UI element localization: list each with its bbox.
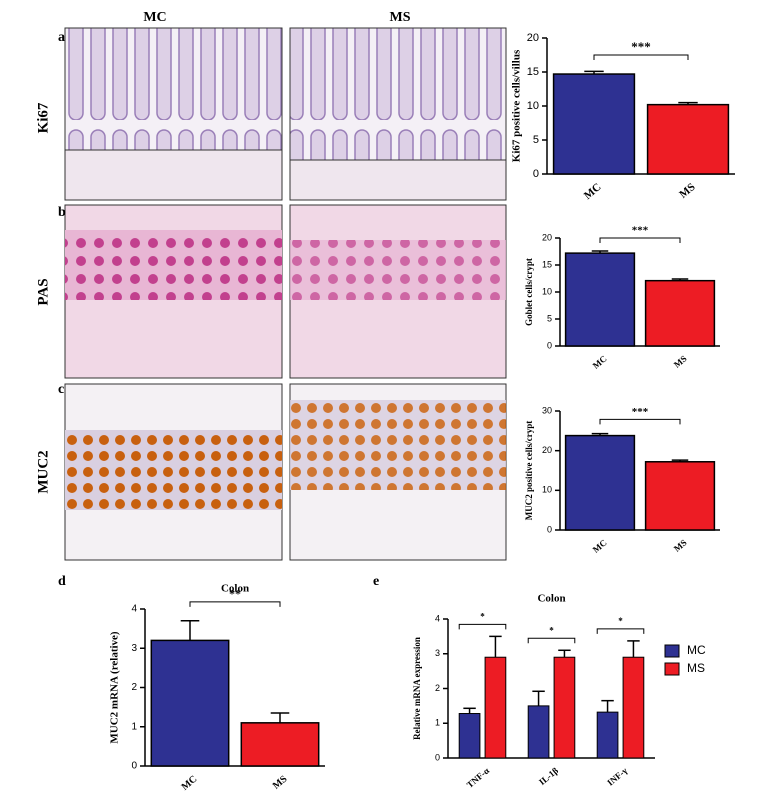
y-tick-label: 10	[527, 100, 539, 112]
x-tick-label: MS	[672, 353, 689, 369]
y-tick-label: 4	[131, 604, 137, 615]
significance-bracket	[599, 237, 681, 243]
row-label: Ki67	[35, 102, 51, 133]
x-tick-label: MC	[591, 537, 609, 554]
bar	[527, 705, 550, 759]
y-axis-label: Relative mRNA expression	[412, 637, 422, 740]
bar	[150, 639, 230, 767]
micrograph	[65, 430, 282, 510]
panel-label: e	[373, 574, 379, 589]
x-tick-label: TNF-α	[465, 765, 491, 789]
legend-label: MS	[687, 661, 705, 675]
significance-bracket	[599, 418, 681, 425]
micrograph	[290, 400, 506, 490]
significance-bracket	[189, 601, 281, 607]
bar	[553, 656, 576, 759]
y-tick-label: 15	[542, 259, 552, 269]
y-tick-label: 3	[435, 648, 440, 658]
row-label: PAS	[35, 278, 51, 305]
y-tick-label: 1	[131, 721, 137, 732]
significance-label: *	[549, 625, 554, 635]
significance-label: ***	[632, 225, 649, 237]
significance-label: *	[618, 616, 623, 626]
bar	[644, 279, 716, 347]
x-tick-label: MC	[180, 774, 200, 793]
micrograph	[64, 149, 283, 201]
significance-bracket	[596, 628, 645, 634]
y-tick-label: 0	[131, 761, 137, 772]
x-tick-label: MC	[582, 181, 604, 202]
y-tick-label: 30	[542, 405, 552, 415]
y-axis-label: MUC2 mRNA (relative)	[109, 631, 121, 744]
y-tick-label: 15	[527, 66, 539, 78]
significance-label: *	[480, 611, 485, 621]
bar	[564, 434, 636, 531]
legend-swatch	[664, 662, 680, 676]
y-tick-label: 20	[527, 32, 539, 44]
x-tick-label: MS	[271, 773, 290, 791]
y-tick-label: 5	[547, 313, 552, 323]
y-tick-label: 20	[542, 445, 552, 455]
y-tick-label: 20	[542, 232, 552, 242]
panel-label: a	[58, 30, 65, 45]
y-axis-label: MUC2 positive cells/crypt	[524, 421, 534, 520]
chart-title: Colon	[537, 593, 565, 605]
panel-label: d	[58, 574, 66, 589]
column-header: MS	[390, 10, 411, 25]
significance-bracket	[593, 54, 689, 60]
y-tick-label: 10	[542, 286, 552, 296]
legend-label: MC	[687, 643, 706, 657]
x-tick-label: INF-γ	[605, 765, 629, 788]
x-tick-label: IL-1β	[537, 765, 560, 787]
y-tick-label: 3	[131, 643, 137, 654]
y-axis-label: Ki67 positive cells/villus	[511, 49, 523, 162]
significance-label: ***	[631, 39, 651, 54]
bar	[484, 656, 507, 759]
bar	[646, 103, 730, 175]
bar	[644, 461, 716, 531]
bar	[564, 252, 636, 347]
x-tick-label: MS	[677, 181, 697, 201]
y-tick-label: 4	[435, 613, 440, 623]
x-tick-label: MC	[591, 353, 609, 370]
y-tick-label: 1	[435, 718, 440, 728]
y-tick-label: 2	[435, 683, 440, 693]
column-header: MC	[143, 10, 166, 25]
y-tick-label: 2	[131, 682, 137, 693]
bar	[596, 711, 619, 759]
significance-label: ***	[632, 406, 649, 418]
panel-label: b	[58, 205, 66, 220]
bar	[622, 656, 645, 759]
panel-label: c	[58, 382, 64, 397]
y-tick-label: 0	[435, 752, 440, 762]
bar	[458, 713, 481, 759]
y-tick-label: 10	[542, 485, 552, 495]
y-tick-label: 5	[533, 134, 539, 146]
bar	[240, 722, 320, 767]
x-tick-label: MS	[672, 537, 689, 553]
significance-bracket	[458, 623, 507, 630]
legend-swatch	[664, 644, 680, 658]
y-tick-label: 0	[533, 168, 539, 180]
row-label: MUC2	[35, 450, 51, 493]
micrograph	[290, 240, 506, 300]
significance-bracket	[527, 637, 576, 644]
significance-label: **	[229, 587, 241, 601]
y-axis-label: Goblet cells/crypt	[524, 258, 534, 326]
chart-title: Colon	[221, 583, 249, 595]
micrograph	[65, 230, 282, 300]
micrograph	[289, 159, 507, 201]
bar	[552, 73, 636, 175]
y-tick-label: 0	[547, 524, 552, 534]
y-tick-label: 0	[547, 340, 552, 350]
micrographs	[64, 27, 507, 561]
